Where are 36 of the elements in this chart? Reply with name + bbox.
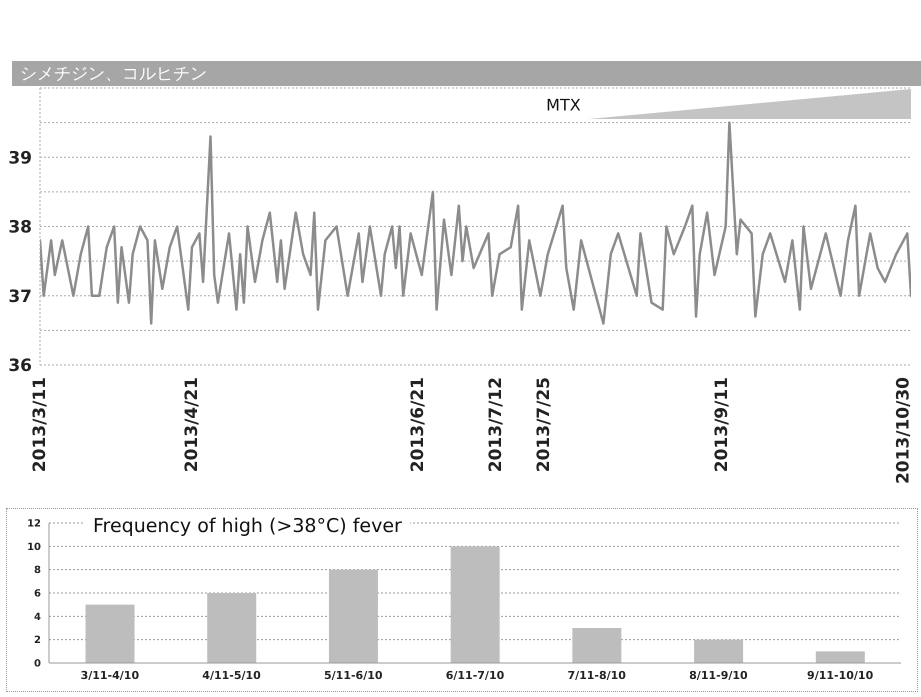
bar	[572, 628, 622, 663]
x-tick-label: 6/11-7/10	[446, 668, 505, 682]
x-tick-label: 2013/6/21	[408, 377, 428, 472]
line-series	[40, 121, 911, 325]
x-tick-label: 2013/7/25	[534, 377, 554, 472]
x-tick-label: 9/11-10/10	[807, 668, 874, 682]
y-tick-label: 2	[34, 635, 42, 646]
y-tick-label: 38	[8, 218, 32, 238]
bar	[328, 570, 378, 663]
y-tick-label: 8	[34, 565, 42, 576]
bar	[816, 651, 865, 663]
y-tick-label: 12	[27, 518, 42, 530]
y-tick-label: 10	[27, 542, 42, 553]
bar	[86, 604, 135, 663]
x-tick-label: 2013/7/12	[486, 377, 506, 472]
text: シメチジン、コルヒチン	[20, 64, 207, 84]
x-tick-label: 4/11-5/10	[202, 668, 262, 682]
x-tick-label: 2013/4/21	[182, 377, 202, 472]
x-tick-label: 7/11-8/10	[567, 668, 626, 682]
x-tick-label: 2013/10/30	[894, 376, 914, 484]
y-tick-label: 4	[34, 612, 42, 623]
y-tick-label: 0	[34, 658, 42, 670]
y-tick-label: 6	[34, 588, 42, 600]
x-tick-label: 2013/3/11	[30, 377, 50, 472]
x-tick-label: 3/11-4/10	[80, 668, 140, 682]
y-tick-label: 36	[8, 356, 32, 376]
y-tick-label: 37	[8, 286, 32, 307]
y-tick-label: 39	[8, 148, 32, 168]
bar	[450, 546, 500, 663]
annotation: MTX	[546, 96, 581, 114]
chart-title: Frequency of high (>38°C) fever	[85, 515, 410, 537]
x-tick-label: 5/11-6/10	[324, 668, 383, 682]
x-tick-label: 2013/9/11	[712, 377, 732, 472]
bar	[207, 593, 256, 663]
bar	[694, 640, 744, 663]
x-tick-label: 8/11-9/10	[689, 668, 748, 682]
